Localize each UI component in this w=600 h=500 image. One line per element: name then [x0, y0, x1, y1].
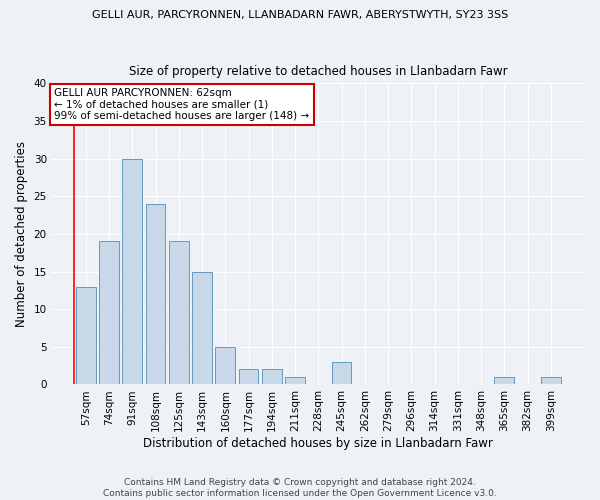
Title: Size of property relative to detached houses in Llanbadarn Fawr: Size of property relative to detached ho… [129, 65, 508, 78]
Bar [332, 362, 352, 384]
Text: Contains HM Land Registry data © Crown copyright and database right 2024.
Contai: Contains HM Land Registry data © Crown c… [103, 478, 497, 498]
Bar [99, 242, 119, 384]
Bar [169, 242, 188, 384]
X-axis label: Distribution of detached houses by size in Llanbadarn Fawr: Distribution of detached houses by size … [143, 437, 493, 450]
Bar [262, 370, 282, 384]
Bar [146, 204, 166, 384]
Bar [239, 370, 259, 384]
Text: GELLI AUR PARCYRONNEN: 62sqm
← 1% of detached houses are smaller (1)
99% of semi: GELLI AUR PARCYRONNEN: 62sqm ← 1% of det… [55, 88, 310, 121]
Bar [76, 286, 95, 384]
Bar [285, 377, 305, 384]
Bar [122, 158, 142, 384]
Y-axis label: Number of detached properties: Number of detached properties [15, 141, 28, 327]
Bar [541, 377, 561, 384]
Text: GELLI AUR, PARCYRONNEN, LLANBADARN FAWR, ABERYSTWYTH, SY23 3SS: GELLI AUR, PARCYRONNEN, LLANBADARN FAWR,… [92, 10, 508, 20]
Bar [215, 347, 235, 385]
Bar [494, 377, 514, 384]
Bar [192, 272, 212, 384]
